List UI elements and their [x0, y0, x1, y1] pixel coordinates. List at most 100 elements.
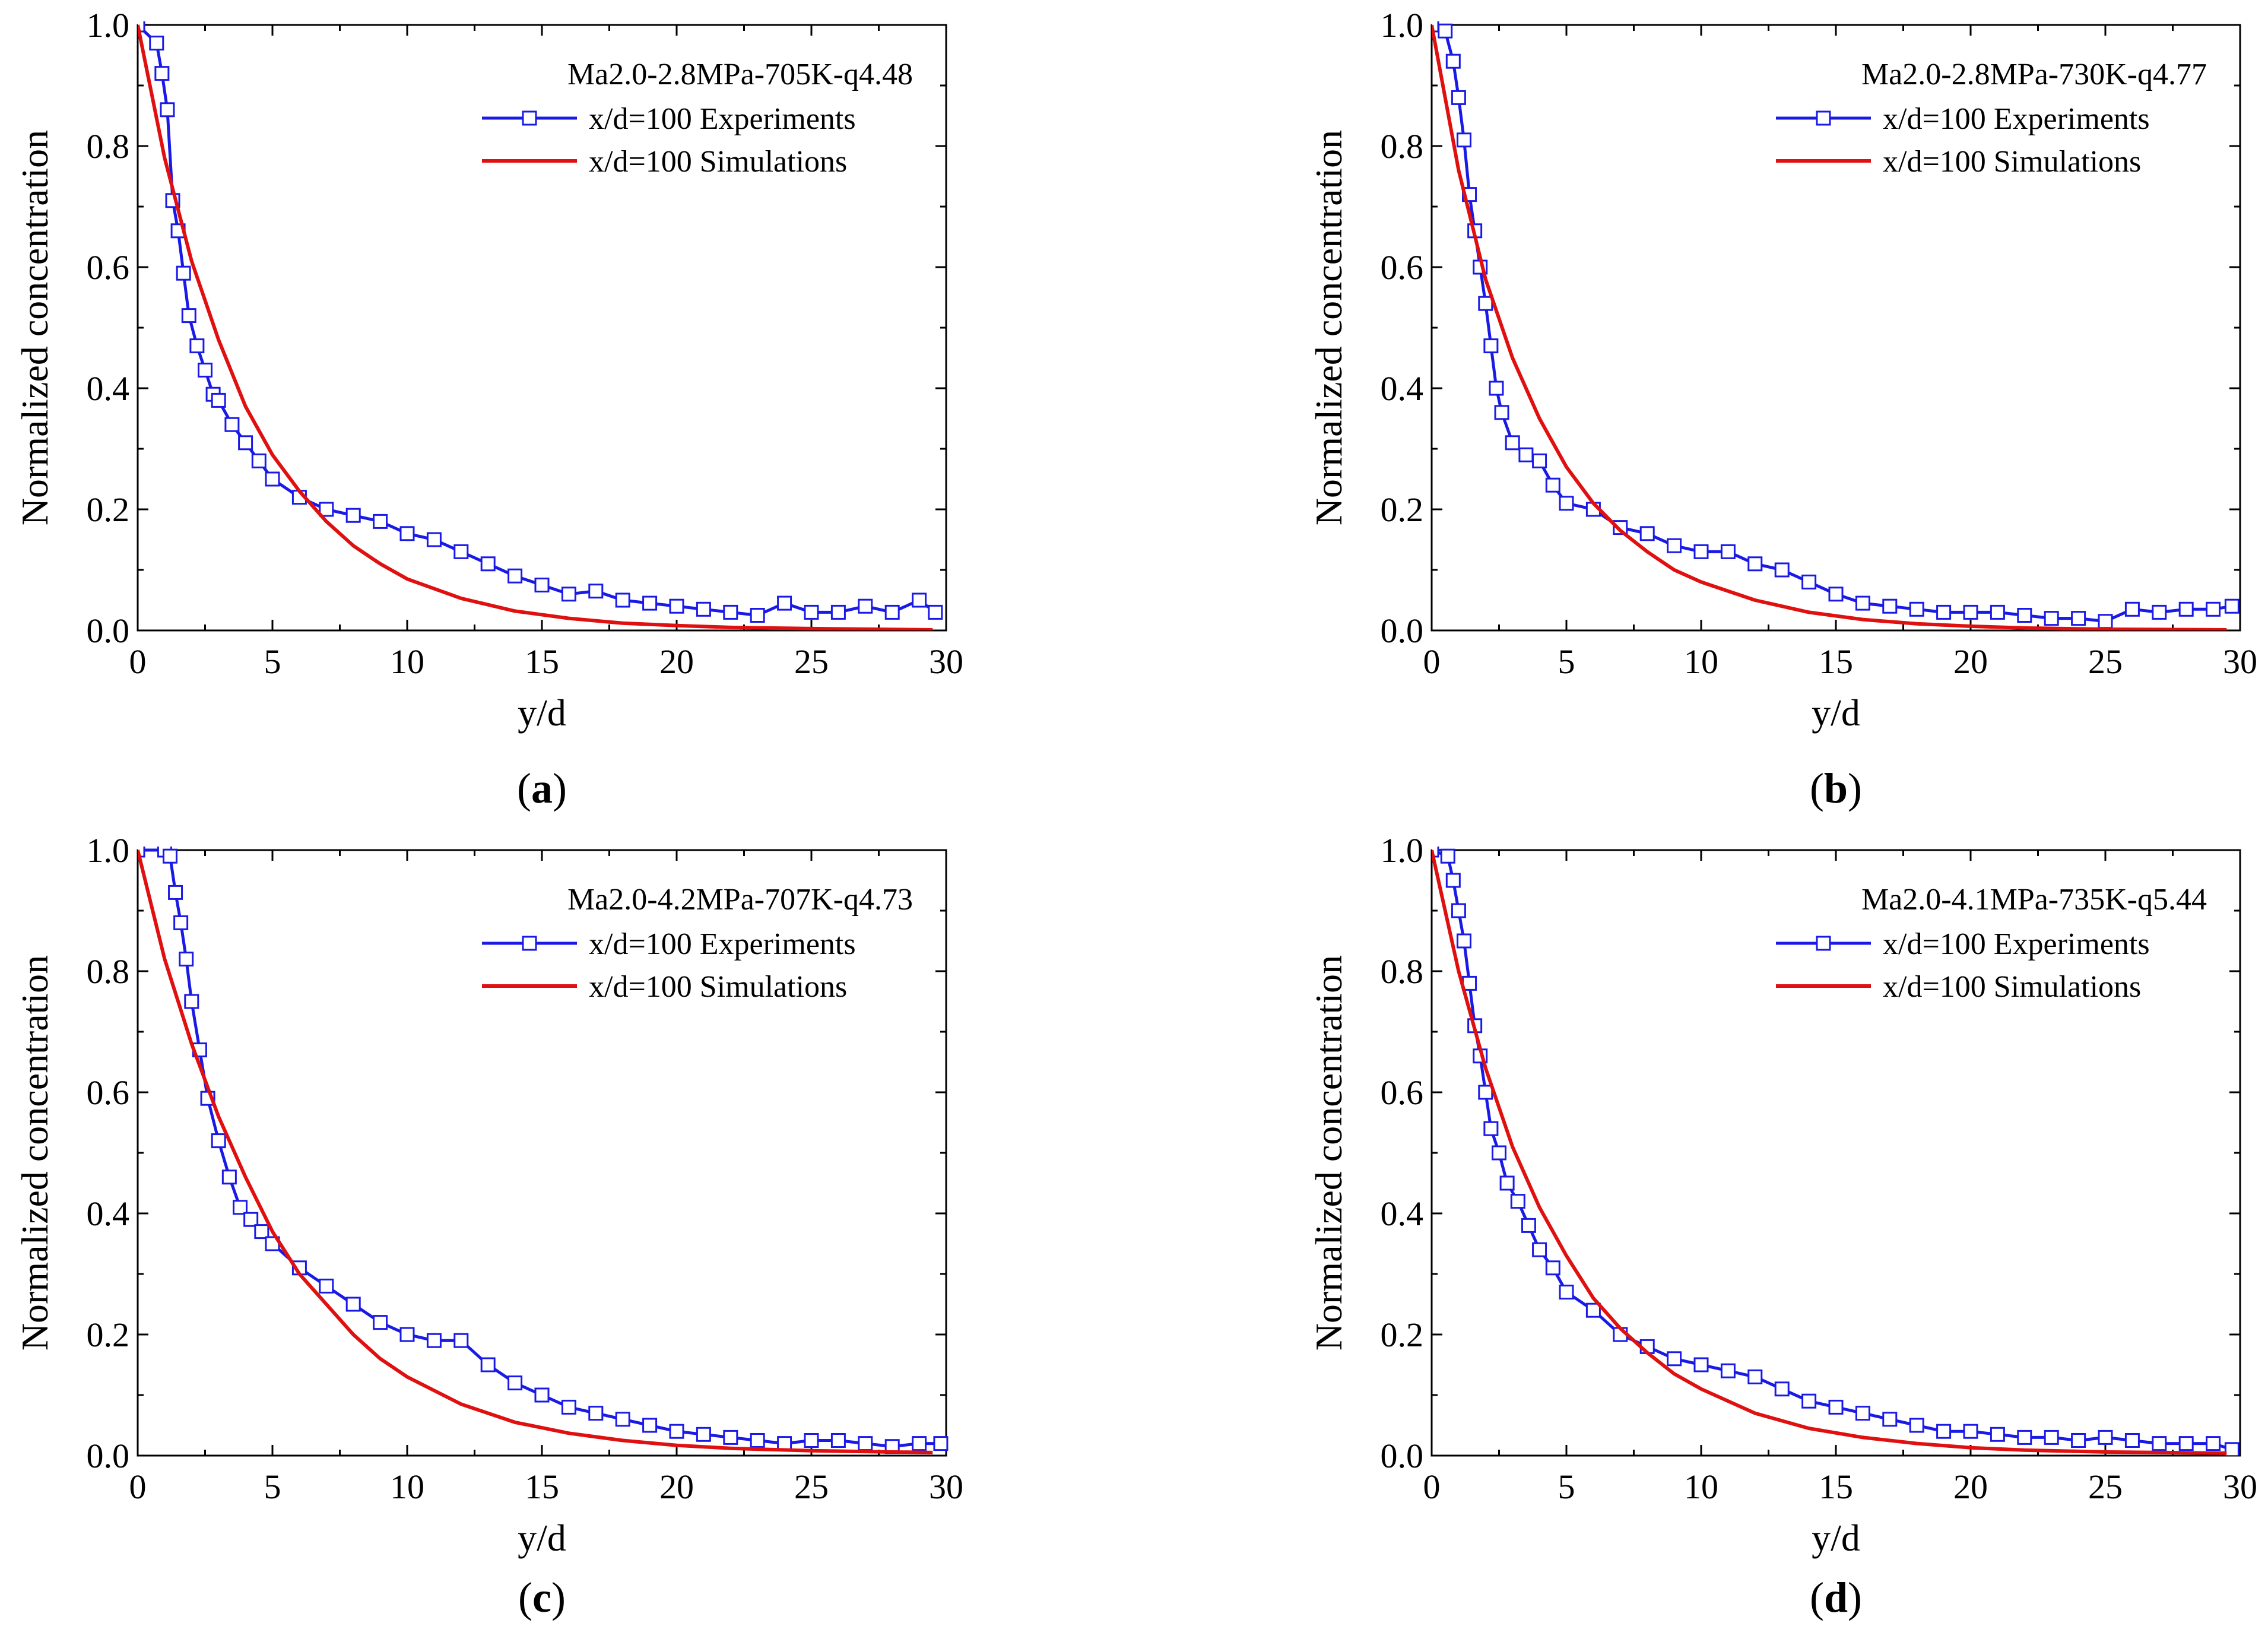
data-point-experiments: [1882, 1412, 1898, 1427]
data-point-experiments: [238, 435, 253, 451]
data-point-experiments: [1451, 90, 1466, 105]
data-point-experiments: [750, 608, 765, 623]
data-point-experiments: [723, 1429, 738, 1445]
y-tick-label: 0.6: [1381, 1073, 1424, 1112]
legend-entry: x/d=100 Simulations: [589, 145, 847, 179]
legend-marker-experiments: [522, 110, 537, 126]
data-point-experiments: [2098, 614, 2113, 629]
data-point-experiments: [615, 592, 630, 608]
data-point-experiments: [179, 952, 194, 967]
y-axis-title: Normalized concentration: [1308, 130, 1350, 525]
data-point-experiments: [1963, 604, 1978, 620]
plot-area: [138, 847, 949, 1454]
data-point-experiments: [1693, 544, 1709, 559]
data-point-experiments: [162, 848, 177, 864]
data-point-experiments: [1494, 405, 1509, 420]
data-point-experiments: [224, 417, 240, 432]
data-point-experiments: [884, 604, 900, 620]
y-tick-label: 1.0: [1381, 831, 1424, 870]
x-tick-label: 0: [129, 1467, 147, 1506]
data-point-experiments: [2224, 598, 2240, 614]
data-point-experiments: [373, 1315, 388, 1330]
data-point-experiments: [1747, 556, 1763, 572]
y-axis-title: Normalized concentration: [1308, 955, 1350, 1351]
data-point-experiments: [750, 1433, 765, 1448]
x-tick-label: 25: [2088, 1467, 2123, 1506]
data-point-experiments: [1990, 1427, 2005, 1442]
series-line-simulations: [1432, 849, 2227, 1455]
x-tick-label: 20: [1953, 1467, 1988, 1506]
y-axis-title: Normalized concentration: [14, 955, 56, 1351]
data-point-experiments: [345, 1297, 361, 1312]
chart-panel-a: 0 5 10 15 20 25 30 0.0 0.2 0.4 0.6 0.8 1.0 y/d Normali…: [14, 6, 963, 812]
y-tick-label: 0.2: [1381, 490, 1424, 529]
x-tick-label: 30: [929, 642, 963, 681]
data-point-experiments: [669, 1424, 684, 1439]
data-point-experiments: [173, 915, 189, 930]
y-tick-label: 0.4: [1381, 369, 1424, 408]
y-tick-label: 1.0: [1381, 6, 1424, 45]
data-point-experiments: [696, 1427, 711, 1442]
data-point-experiments: [265, 471, 280, 487]
data-point-experiments: [1492, 1145, 1506, 1161]
data-point-experiments: [1545, 477, 1560, 493]
data-point-experiments: [1882, 598, 1898, 614]
x-axis-title: y/d: [518, 1517, 566, 1559]
x-tick-label: 20: [1953, 642, 1988, 681]
data-point-experiments: [1855, 1406, 1870, 1421]
x-tick-label: 20: [659, 1467, 694, 1506]
data-point-experiments: [1545, 1260, 1560, 1276]
data-point-experiments: [1440, 848, 1455, 864]
data-point-experiments: [1521, 1218, 1536, 1233]
data-point-experiments: [1499, 1175, 1515, 1191]
data-point-experiments: [1747, 1369, 1763, 1384]
series-line-simulations: [138, 24, 933, 630]
y-tick-label: 0.0: [87, 611, 130, 650]
data-point-experiments: [534, 1387, 550, 1403]
legend-entry: x/d=100 Simulations: [1883, 970, 2141, 1004]
y-tick-label: 0.0: [1381, 611, 1424, 650]
data-point-experiments: [1478, 1085, 1493, 1100]
data-point-experiments: [2206, 1436, 2221, 1451]
chart-annotation: Ma2.0-4.2MPa-707K-q4.73: [567, 883, 913, 917]
data-point-experiments: [254, 1224, 269, 1240]
caption-letter: a: [531, 765, 553, 812]
data-point-experiments: [561, 1399, 576, 1415]
data-point-experiments: [534, 578, 550, 592]
data-point-experiments: [1990, 604, 2005, 620]
data-point-experiments: [2152, 604, 2167, 620]
data-point-experiments: [1505, 435, 1520, 451]
x-tick-label: 15: [1819, 1467, 1853, 1506]
data-point-experiments: [1963, 1424, 1978, 1439]
panel-caption: (b): [1810, 765, 1862, 812]
caption-open-paren: (: [1810, 765, 1824, 812]
chart-panel-c: 0 5 10 15 20 25 30 0.0 0.2 0.4 0.6 0.8 1.0 y/d Normali…: [14, 831, 963, 1621]
x-tick-label: 5: [264, 1467, 281, 1506]
data-point-experiments: [2098, 1429, 2113, 1445]
y-tick-label: 0.2: [87, 490, 130, 529]
x-tick-label: 10: [1684, 642, 1718, 681]
data-point-experiments: [221, 1169, 237, 1185]
data-point-experiments: [319, 1278, 334, 1294]
x-axis-title: y/d: [1812, 1517, 1860, 1559]
data-point-experiments: [2071, 1433, 2086, 1448]
data-point-experiments: [1801, 1393, 1817, 1409]
data-point-experiments: [1559, 1285, 1574, 1300]
x-tick-label: 5: [264, 642, 281, 681]
data-point-experiments: [830, 604, 846, 620]
data-point-experiments: [399, 1327, 415, 1342]
data-point-experiments: [1909, 601, 1924, 617]
x-tick-label: 10: [1684, 1467, 1718, 1506]
data-point-experiments: [233, 1200, 248, 1215]
data-point-experiments: [1445, 53, 1461, 69]
data-point-experiments: [1801, 574, 1817, 589]
data-point-experiments: [912, 592, 927, 608]
panel-caption: (c): [518, 1574, 566, 1621]
data-point-experiments: [1518, 447, 1534, 462]
caption-open-paren: (: [1810, 1574, 1824, 1621]
caption-letter: b: [1824, 765, 1848, 812]
data-point-experiments: [912, 1436, 927, 1451]
x-tick-label: 20: [659, 642, 694, 681]
data-point-experiments: [2044, 1429, 2059, 1445]
data-point-experiments: [615, 1412, 630, 1427]
